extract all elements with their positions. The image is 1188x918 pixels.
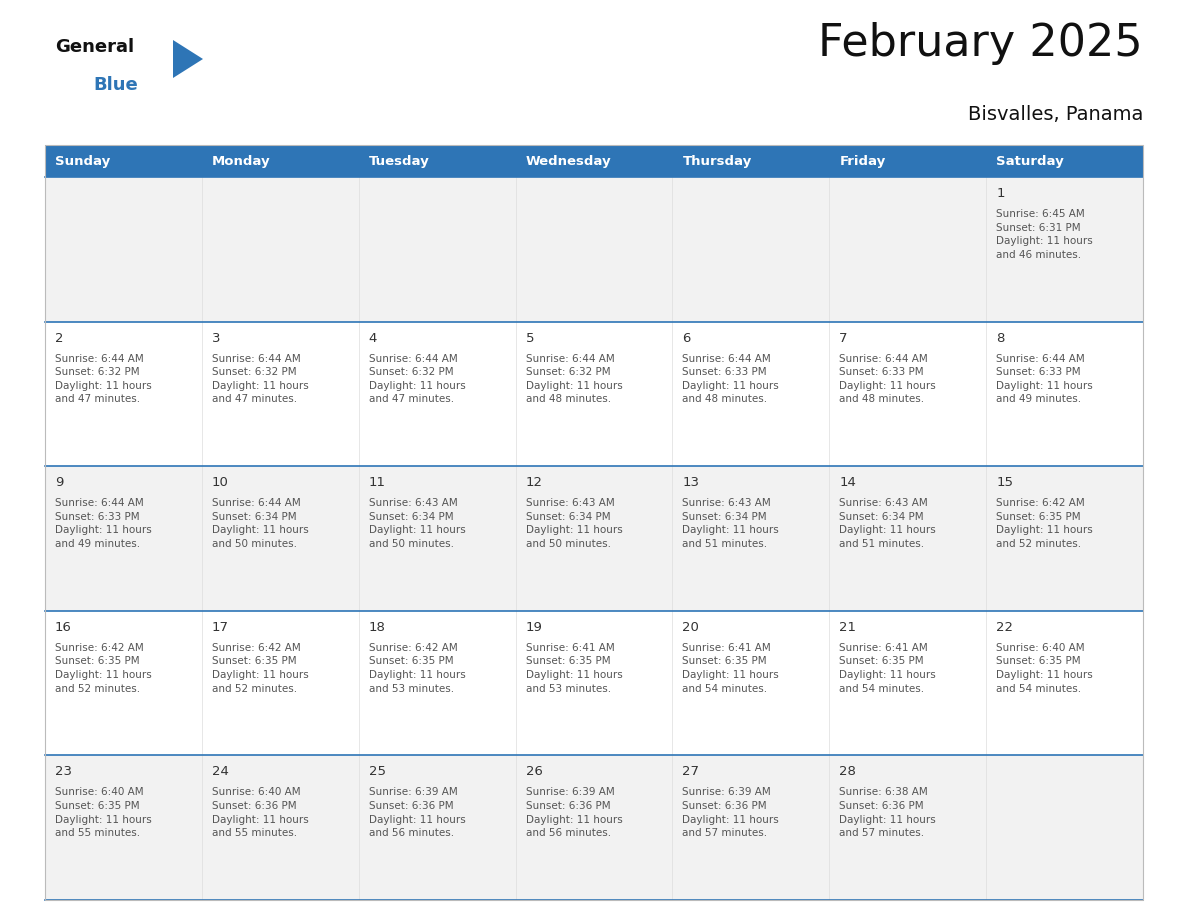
- Text: Sunrise: 6:44 AM
Sunset: 6:33 PM
Daylight: 11 hours
and 49 minutes.: Sunrise: 6:44 AM Sunset: 6:33 PM Dayligh…: [997, 353, 1093, 405]
- Text: Saturday: Saturday: [997, 154, 1064, 167]
- Text: Sunrise: 6:44 AM
Sunset: 6:32 PM
Daylight: 11 hours
and 48 minutes.: Sunrise: 6:44 AM Sunset: 6:32 PM Dayligh…: [525, 353, 623, 405]
- Text: Sunrise: 6:39 AM
Sunset: 6:36 PM
Daylight: 11 hours
and 56 minutes.: Sunrise: 6:39 AM Sunset: 6:36 PM Dayligh…: [525, 788, 623, 838]
- Bar: [45, 145, 1143, 177]
- Text: 26: 26: [525, 766, 543, 778]
- Text: General: General: [55, 38, 134, 56]
- Bar: [45, 610, 1143, 756]
- Text: Sunrise: 6:44 AM
Sunset: 6:33 PM
Daylight: 11 hours
and 48 minutes.: Sunrise: 6:44 AM Sunset: 6:33 PM Dayligh…: [839, 353, 936, 405]
- Text: 23: 23: [55, 766, 72, 778]
- Text: Tuesday: Tuesday: [368, 154, 430, 167]
- Text: 10: 10: [211, 476, 229, 489]
- Text: 22: 22: [997, 621, 1013, 633]
- Text: 24: 24: [211, 766, 229, 778]
- Text: 16: 16: [55, 621, 72, 633]
- Text: Sunrise: 6:39 AM
Sunset: 6:36 PM
Daylight: 11 hours
and 57 minutes.: Sunrise: 6:39 AM Sunset: 6:36 PM Dayligh…: [682, 788, 779, 838]
- Polygon shape: [173, 40, 203, 78]
- Text: 12: 12: [525, 476, 543, 489]
- Text: 19: 19: [525, 621, 543, 633]
- Text: Monday: Monday: [211, 154, 271, 167]
- Text: Sunrise: 6:40 AM
Sunset: 6:36 PM
Daylight: 11 hours
and 55 minutes.: Sunrise: 6:40 AM Sunset: 6:36 PM Dayligh…: [211, 788, 309, 838]
- Text: Sunday: Sunday: [55, 154, 110, 167]
- Text: 3: 3: [211, 331, 220, 344]
- Text: Sunrise: 6:43 AM
Sunset: 6:34 PM
Daylight: 11 hours
and 51 minutes.: Sunrise: 6:43 AM Sunset: 6:34 PM Dayligh…: [682, 498, 779, 549]
- Text: Bisvalles, Panama: Bisvalles, Panama: [967, 105, 1143, 124]
- Text: 21: 21: [839, 621, 857, 633]
- Text: 25: 25: [368, 766, 386, 778]
- Text: 6: 6: [682, 331, 690, 344]
- Text: Wednesday: Wednesday: [525, 154, 611, 167]
- Text: Sunrise: 6:41 AM
Sunset: 6:35 PM
Daylight: 11 hours
and 53 minutes.: Sunrise: 6:41 AM Sunset: 6:35 PM Dayligh…: [525, 643, 623, 694]
- Text: Sunrise: 6:44 AM
Sunset: 6:34 PM
Daylight: 11 hours
and 50 minutes.: Sunrise: 6:44 AM Sunset: 6:34 PM Dayligh…: [211, 498, 309, 549]
- Text: Sunrise: 6:42 AM
Sunset: 6:35 PM
Daylight: 11 hours
and 53 minutes.: Sunrise: 6:42 AM Sunset: 6:35 PM Dayligh…: [368, 643, 466, 694]
- Text: 15: 15: [997, 476, 1013, 489]
- Text: Sunrise: 6:40 AM
Sunset: 6:35 PM
Daylight: 11 hours
and 54 minutes.: Sunrise: 6:40 AM Sunset: 6:35 PM Dayligh…: [997, 643, 1093, 694]
- Text: Sunrise: 6:43 AM
Sunset: 6:34 PM
Daylight: 11 hours
and 51 minutes.: Sunrise: 6:43 AM Sunset: 6:34 PM Dayligh…: [839, 498, 936, 549]
- Text: Sunrise: 6:41 AM
Sunset: 6:35 PM
Daylight: 11 hours
and 54 minutes.: Sunrise: 6:41 AM Sunset: 6:35 PM Dayligh…: [839, 643, 936, 694]
- Bar: [45, 466, 1143, 610]
- Text: Sunrise: 6:42 AM
Sunset: 6:35 PM
Daylight: 11 hours
and 52 minutes.: Sunrise: 6:42 AM Sunset: 6:35 PM Dayligh…: [211, 643, 309, 694]
- Text: 18: 18: [368, 621, 386, 633]
- Text: 13: 13: [682, 476, 700, 489]
- Text: 5: 5: [525, 331, 535, 344]
- Text: Sunrise: 6:44 AM
Sunset: 6:32 PM
Daylight: 11 hours
and 47 minutes.: Sunrise: 6:44 AM Sunset: 6:32 PM Dayligh…: [55, 353, 152, 405]
- Text: 14: 14: [839, 476, 857, 489]
- Text: Friday: Friday: [839, 154, 885, 167]
- Text: 27: 27: [682, 766, 700, 778]
- Text: Sunrise: 6:44 AM
Sunset: 6:32 PM
Daylight: 11 hours
and 47 minutes.: Sunrise: 6:44 AM Sunset: 6:32 PM Dayligh…: [368, 353, 466, 405]
- Text: 4: 4: [368, 331, 377, 344]
- Text: Sunrise: 6:40 AM
Sunset: 6:35 PM
Daylight: 11 hours
and 55 minutes.: Sunrise: 6:40 AM Sunset: 6:35 PM Dayligh…: [55, 788, 152, 838]
- Text: Sunrise: 6:43 AM
Sunset: 6:34 PM
Daylight: 11 hours
and 50 minutes.: Sunrise: 6:43 AM Sunset: 6:34 PM Dayligh…: [368, 498, 466, 549]
- Text: Sunrise: 6:44 AM
Sunset: 6:33 PM
Daylight: 11 hours
and 49 minutes.: Sunrise: 6:44 AM Sunset: 6:33 PM Dayligh…: [55, 498, 152, 549]
- Text: Sunrise: 6:42 AM
Sunset: 6:35 PM
Daylight: 11 hours
and 52 minutes.: Sunrise: 6:42 AM Sunset: 6:35 PM Dayligh…: [55, 643, 152, 694]
- Text: Sunrise: 6:45 AM
Sunset: 6:31 PM
Daylight: 11 hours
and 46 minutes.: Sunrise: 6:45 AM Sunset: 6:31 PM Dayligh…: [997, 209, 1093, 260]
- Text: Blue: Blue: [93, 76, 138, 94]
- Text: Sunrise: 6:38 AM
Sunset: 6:36 PM
Daylight: 11 hours
and 57 minutes.: Sunrise: 6:38 AM Sunset: 6:36 PM Dayligh…: [839, 788, 936, 838]
- Text: 17: 17: [211, 621, 229, 633]
- Text: Sunrise: 6:44 AM
Sunset: 6:32 PM
Daylight: 11 hours
and 47 minutes.: Sunrise: 6:44 AM Sunset: 6:32 PM Dayligh…: [211, 353, 309, 405]
- Text: 8: 8: [997, 331, 1005, 344]
- Text: 9: 9: [55, 476, 63, 489]
- Text: 20: 20: [682, 621, 700, 633]
- Text: 28: 28: [839, 766, 857, 778]
- Bar: [45, 756, 1143, 900]
- Text: 1: 1: [997, 187, 1005, 200]
- Text: 7: 7: [839, 331, 848, 344]
- Text: Thursday: Thursday: [682, 154, 752, 167]
- Text: 11: 11: [368, 476, 386, 489]
- Bar: [45, 321, 1143, 466]
- Text: Sunrise: 6:39 AM
Sunset: 6:36 PM
Daylight: 11 hours
and 56 minutes.: Sunrise: 6:39 AM Sunset: 6:36 PM Dayligh…: [368, 788, 466, 838]
- Text: Sunrise: 6:41 AM
Sunset: 6:35 PM
Daylight: 11 hours
and 54 minutes.: Sunrise: 6:41 AM Sunset: 6:35 PM Dayligh…: [682, 643, 779, 694]
- Bar: [45, 145, 1143, 900]
- Text: Sunrise: 6:44 AM
Sunset: 6:33 PM
Daylight: 11 hours
and 48 minutes.: Sunrise: 6:44 AM Sunset: 6:33 PM Dayligh…: [682, 353, 779, 405]
- Text: 2: 2: [55, 331, 63, 344]
- Text: Sunrise: 6:43 AM
Sunset: 6:34 PM
Daylight: 11 hours
and 50 minutes.: Sunrise: 6:43 AM Sunset: 6:34 PM Dayligh…: [525, 498, 623, 549]
- Text: Sunrise: 6:42 AM
Sunset: 6:35 PM
Daylight: 11 hours
and 52 minutes.: Sunrise: 6:42 AM Sunset: 6:35 PM Dayligh…: [997, 498, 1093, 549]
- Text: February 2025: February 2025: [819, 22, 1143, 65]
- Bar: [45, 177, 1143, 321]
